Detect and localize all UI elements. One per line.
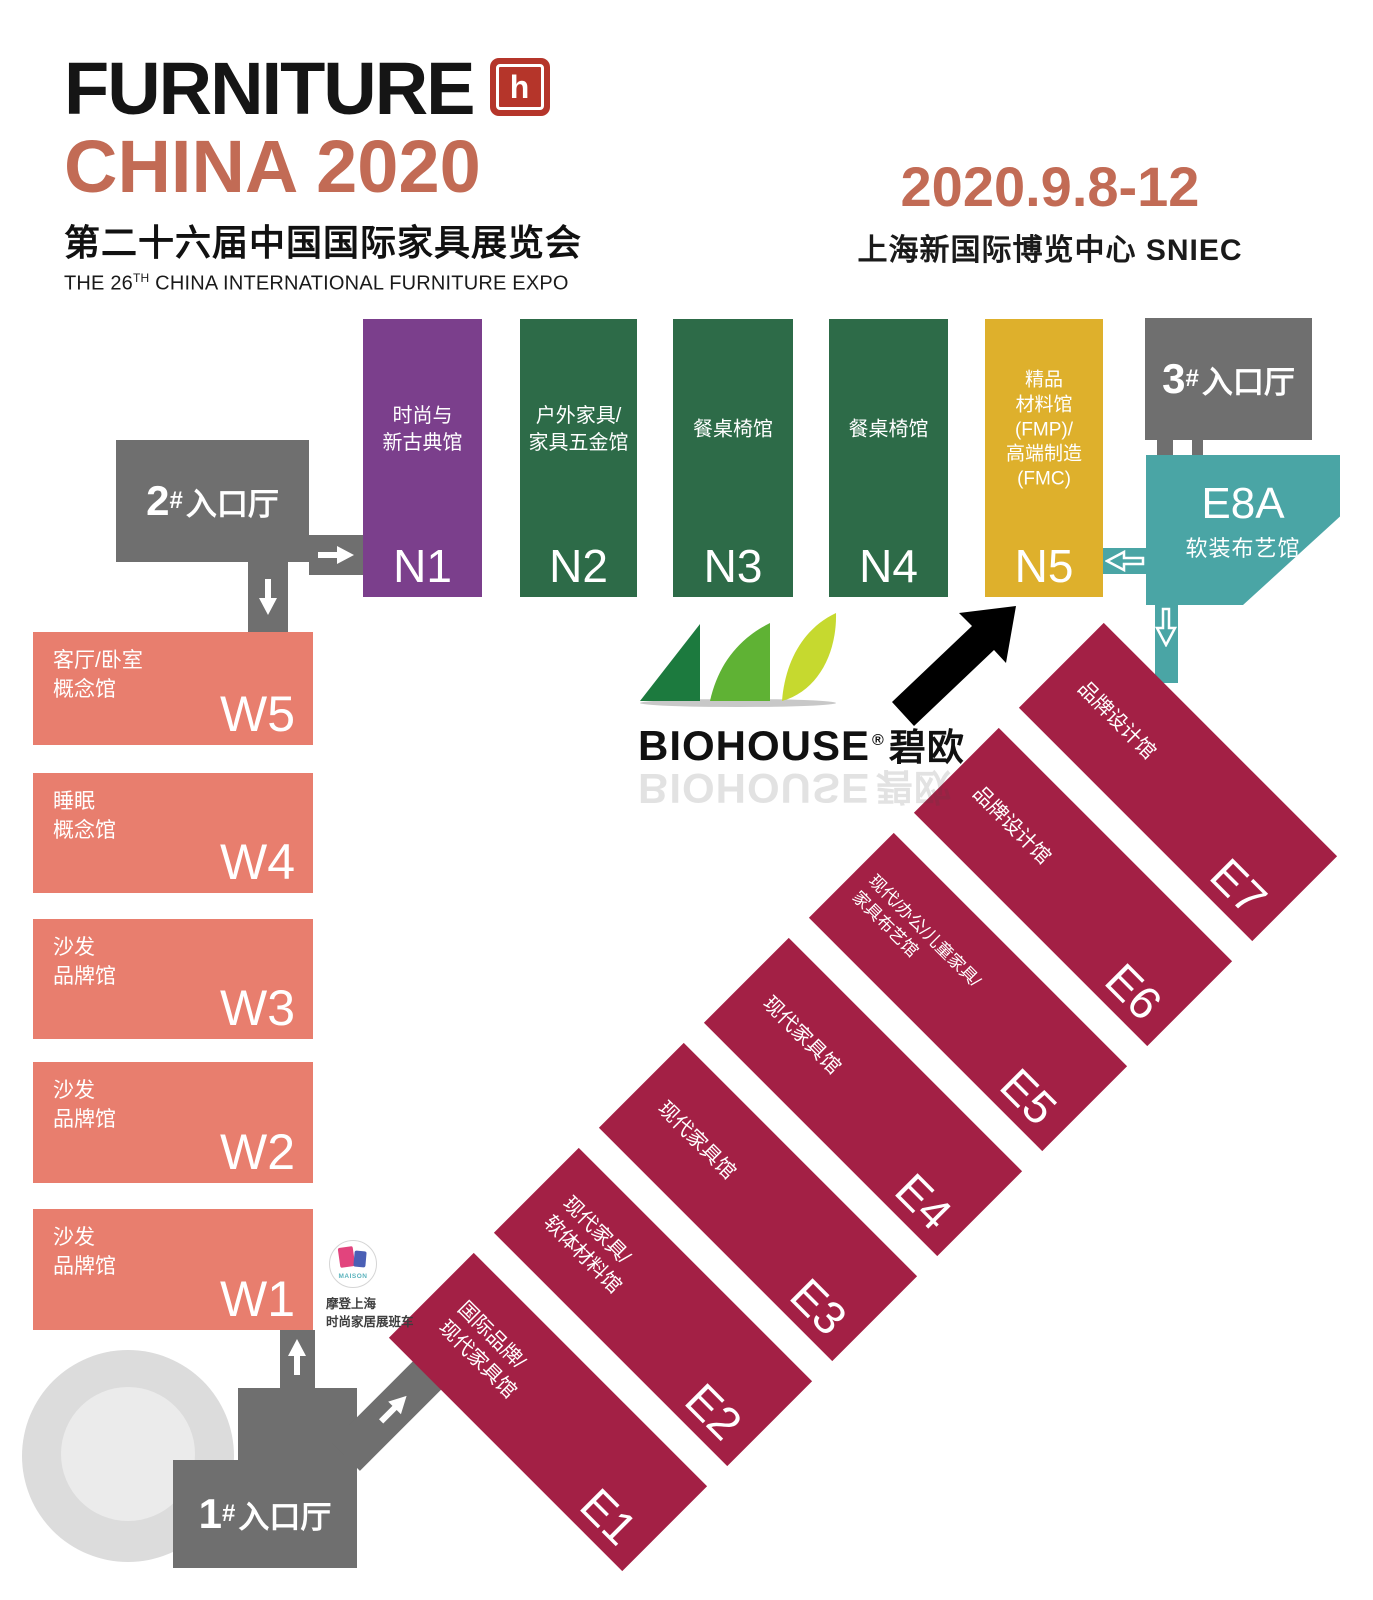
hall-N2: 户外家具/ 家具五金馆 N2 [520, 319, 637, 597]
entrance-hall-2: 2 # 入口厅 [116, 440, 309, 562]
entrance-hash: # [222, 1500, 236, 1527]
event-venue: 上海新国际博览中心 SNIEC [857, 233, 1243, 267]
hall-label: 睡眠 概念馆 [53, 790, 116, 843]
hall-number: W4 [220, 834, 295, 890]
hall-label: 现代/办公/儿童家具/ 家具布艺馆 [848, 871, 985, 991]
hall-N5: 精品 材料馆 (FMP)/ 高端制造 (FMC) N5 [985, 319, 1103, 597]
up-right-arrow-icon [371, 1386, 416, 1431]
brand-subtitle: CHINA 2020 [64, 125, 481, 208]
entrance-hash: # [1185, 365, 1199, 392]
entrance-number: 3 [1162, 355, 1186, 402]
h-seal-icon: h [489, 58, 550, 116]
hall-W4: 睡眠 概念馆 W4 [33, 773, 313, 893]
down-arrow-icon [256, 577, 280, 617]
hall-W5: 客厅/卧室 概念馆 W5 [33, 632, 313, 745]
hall-W3: 沙发 品牌馆 W3 [33, 919, 313, 1039]
maison-blue-shape-icon [353, 1250, 367, 1268]
entrance-number: 1 [198, 1490, 222, 1537]
hall-number: W5 [220, 686, 295, 742]
hall-label: 软装布艺馆 [1185, 536, 1301, 561]
hall-label: 品牌设计馆 [1073, 676, 1160, 764]
up-arrow-icon [285, 1337, 309, 1377]
hall-label: 时尚与 新古典馆 [382, 405, 463, 455]
entrance-label: 入口厅 [238, 1499, 332, 1535]
maison-wordmark: MAISON [338, 1273, 368, 1280]
event-title-english: THE 26TH CHINA INTERNATIONAL FURNITURE E… [64, 271, 569, 295]
connector-entrance3-stub-a [1157, 440, 1173, 458]
hall-number: N2 [549, 540, 608, 592]
entrance-label: 入口厅 [1201, 364, 1295, 400]
hall-number: W3 [220, 980, 295, 1036]
hall-number: W2 [220, 1124, 295, 1180]
biohouse-reflection: BIOHOUSE 碧欧 [638, 765, 953, 812]
entrance-label: 入口厅 [185, 486, 279, 522]
event-title-chinese: 第二十六届中国国际家具展览会 [64, 222, 583, 263]
connector-entrance1-to-e1 [331, 1347, 456, 1471]
hall-number: E7 [1200, 848, 1277, 925]
hall-label: 沙发 品牌馆 [53, 1226, 116, 1279]
biohouse-wordmark: BIOHOUSE ® 碧欧 [638, 722, 965, 769]
biohouse-logo: BIOHOUSE ® 碧欧 BIOHOUSE 碧欧 [638, 608, 998, 817]
black-pointer-arrow-icon [892, 606, 1016, 726]
entrance-hall-3: 3 # 入口厅 [1145, 318, 1312, 440]
hall-N4: 餐桌椅馆 N4 [829, 319, 948, 597]
hall-label: 户外家具/ 家具五金馆 [528, 405, 629, 455]
registered-mark-icon: ® [872, 732, 885, 749]
maison-logo: MAISON [329, 1240, 377, 1288]
hall-label: 客厅/卧室 概念馆 [53, 649, 143, 702]
connector-entrance3-stub-b [1192, 440, 1203, 458]
maison-caption: 摩登上海 时尚家居展班车 [326, 1297, 414, 1329]
hall-E8A: E8A 软装布艺馆 [1146, 455, 1340, 605]
hall-label: 现代家具/ 软体材料馆 [539, 1192, 635, 1298]
hall-label: 沙发 品牌馆 [53, 1079, 116, 1132]
hall-label: 现代家具馆 [758, 991, 845, 1079]
hall-label: 现代家具馆 [653, 1096, 740, 1184]
hall-W1: 沙发 品牌馆 W1 [33, 1209, 313, 1330]
hall-number: E3 [780, 1268, 857, 1345]
hall-number: N4 [859, 540, 918, 592]
hall-label: 餐桌椅馆 [693, 418, 773, 441]
hall-number: N3 [703, 540, 763, 592]
right-arrow-icon [316, 543, 356, 567]
event-dates: 2020.9.8-12 [900, 155, 1200, 218]
hall-W2: 沙发 品牌馆 W2 [33, 1062, 313, 1183]
hall-number: E1 [570, 1478, 647, 1555]
entrance-hash: # [169, 487, 183, 514]
hall-number: N5 [1014, 540, 1074, 592]
hall-number: N1 [393, 540, 452, 592]
event-logo: FURNITURE h CHINA 2020 第二十六届中国国际家具展览会 TH… [64, 52, 582, 296]
entrance-number: 2 [146, 477, 170, 524]
hall-number: E5 [990, 1058, 1067, 1135]
down-outline-arrow-icon [1154, 607, 1178, 648]
hall-N1: 时尚与 新古典馆 N1 [363, 319, 482, 597]
hall-number: E6 [1095, 953, 1172, 1030]
hall-number: W1 [220, 1271, 295, 1327]
hall-number: E8A [1201, 479, 1285, 528]
hall-label: 精品 材料馆 (FMP)/ 高端制造 (FMC) [1005, 369, 1082, 490]
hall-number: E4 [885, 1163, 962, 1240]
left-outline-arrow-icon [1104, 549, 1145, 573]
entrance-hall-1: 1 # 入口厅 [173, 1460, 357, 1568]
roundabout-inner-circle [61, 1387, 195, 1521]
biohouse-leaves-icon [640, 613, 837, 707]
event-details: 2020.9.8-12 上海新国际博览中心 SNIEC [850, 155, 1250, 269]
hall-number: E2 [675, 1373, 752, 1450]
hall-label: 餐桌椅馆 [848, 418, 929, 441]
hall-N3: 餐桌椅馆 N3 [673, 319, 793, 597]
brand-title: FURNITURE [64, 47, 476, 130]
hall-label: 沙发 品牌馆 [53, 936, 116, 989]
